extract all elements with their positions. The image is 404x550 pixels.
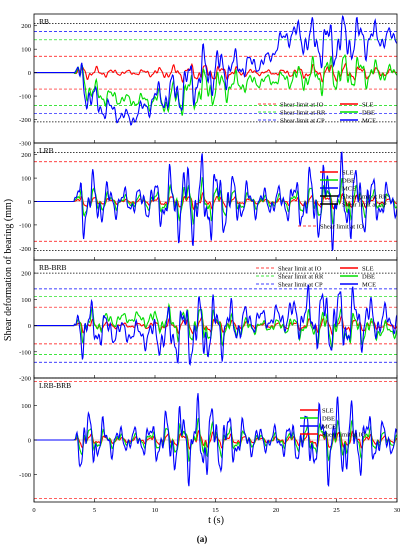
panel-title: RB: [39, 17, 49, 26]
y-tick-label: 0: [28, 70, 31, 77]
legend-label: MCE: [362, 118, 376, 125]
legend-label: Shear limit at RR: [280, 110, 326, 117]
y-tick-label: -100: [19, 94, 31, 101]
panel-title: LRB-BRB: [39, 381, 71, 390]
y-tick-label: -100: [19, 222, 31, 229]
legend-label: Shear limit at CP: [342, 202, 387, 209]
legend-label: SLE: [342, 170, 354, 177]
legend-label: MCE: [362, 282, 376, 289]
y-tick-label: 100: [21, 403, 31, 410]
y-tick-label: 0: [28, 438, 31, 445]
figure-caption: (a): [196, 534, 208, 544]
legend-label: MCE: [342, 186, 356, 193]
x-tick-label: 15: [212, 507, 219, 514]
legend-label: MCE: [322, 424, 336, 431]
x-tick-label: 30: [394, 507, 401, 514]
y-tick-label: 100: [21, 297, 31, 304]
legend-label: DBE: [362, 110, 375, 117]
legend-label: Shear limit at IO: [322, 432, 366, 439]
panel-title: RB-BRB: [39, 263, 67, 272]
y-axis-label: Shear deformation of bearing (mm): [3, 199, 14, 341]
x-tick-label: 10: [152, 507, 159, 514]
series-line-SLE: [34, 62, 397, 84]
y-tick-label: 100: [21, 176, 31, 183]
y-tick-label: 0: [28, 199, 31, 206]
y-tick-label: -200: [19, 117, 31, 124]
series-group: [34, 284, 397, 367]
y-tick-label: 200: [21, 23, 31, 30]
x-tick-label: 25: [333, 507, 340, 514]
y-tick-label: -200: [19, 246, 31, 253]
y-tick-label: 100: [21, 47, 31, 54]
legend-label: SLE: [362, 102, 374, 109]
legend-label: DBE: [362, 274, 375, 281]
series-group: [34, 393, 397, 488]
series-line-DBE: [34, 53, 397, 116]
series-line-MCE: [34, 393, 397, 488]
legend-label: Shear limit at CP: [280, 118, 325, 125]
x-tick-label: 20: [273, 507, 280, 514]
series-group: [34, 14, 397, 126]
legend-label: DBE: [342, 178, 355, 185]
y-tick-label: 0: [28, 323, 31, 330]
legend-label: DBE: [322, 416, 335, 423]
y-tick-label: -300: [19, 141, 31, 148]
legend-label: SLE: [362, 266, 374, 273]
y-tick-label: -200: [19, 376, 31, 383]
x-tick-label: 0: [32, 507, 35, 514]
x-axis-label: t (s): [208, 515, 224, 526]
y-tick-label: 200: [21, 271, 31, 278]
series-line-MCE: [34, 151, 397, 251]
y-tick-label: -100: [19, 349, 31, 356]
legend-label: Shear limit at RR: [342, 194, 388, 201]
series-line-MCE: [34, 284, 397, 367]
legend-label: Shear limit at RR: [278, 274, 324, 281]
legend-label: Shear limit at CP: [278, 282, 323, 289]
legend-label: SLE: [322, 408, 334, 415]
y-tick-label: -100: [19, 472, 31, 479]
y-tick-label: 200: [21, 152, 31, 159]
panel-3: -100 0 100 0 5 10 15 20 25 30 LRB-BRB SLEDBEMCEShea…: [19, 377, 401, 514]
x-tick-label: 5: [93, 507, 96, 514]
legend-label: Shear limit at IO: [280, 102, 324, 109]
legend-label: Shear limit at IO: [320, 224, 364, 231]
legend-label: Shear limit at IO: [278, 266, 322, 273]
series-line-MCE: [34, 14, 397, 126]
panel-title: LRB: [39, 146, 54, 155]
